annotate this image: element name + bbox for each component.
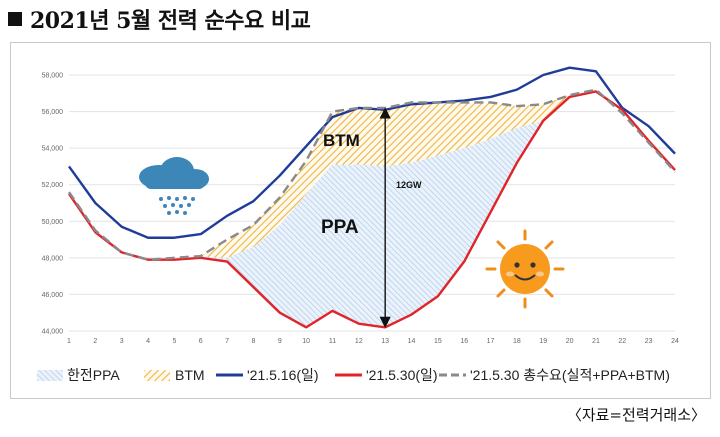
x-tick-label: 19 xyxy=(539,338,547,345)
x-tick-label: 22 xyxy=(618,338,626,345)
legend-label-0516: '21.5.16(일) xyxy=(247,367,319,383)
x-tick-label: 8 xyxy=(251,338,255,345)
source-note: 〈자료=전력거래소〉 xyxy=(566,406,706,424)
y-tick-label: 48,000 xyxy=(42,255,64,262)
chart-svg: 44,000 46,000 48,000 50,000 52,000 54,000 56,0… xyxy=(37,66,679,383)
x-tick-label: 5 xyxy=(172,338,176,345)
chart-frame: 44,000 46,000 48,000 50,000 52,000 54,000 56,0… xyxy=(10,42,711,399)
line-total-demand xyxy=(68,88,676,261)
btm-area xyxy=(200,95,570,258)
x-tick-label: 11 xyxy=(329,338,336,345)
y-tick-label: 46,000 xyxy=(42,292,64,299)
x-tick-label: 3 xyxy=(120,338,124,345)
ppa-annotation: PPA xyxy=(321,217,359,238)
axis-ticks: 44,000 46,000 48,000 50,000 52,000 54,000 56,0… xyxy=(42,73,679,346)
x-tick-label: 23 xyxy=(645,338,653,345)
y-tick-label: 44,000 xyxy=(42,329,64,336)
y-tick-label: 58,000 xyxy=(42,73,64,80)
x-tick-label: 1 xyxy=(67,338,71,345)
y-tick-label: 54,000 xyxy=(42,146,64,153)
x-tick-label: 14 xyxy=(408,338,416,345)
x-tick-label: 20 xyxy=(566,338,574,345)
x-tick-label: 18 xyxy=(513,338,521,345)
title-bullet xyxy=(8,12,22,26)
x-tick-label: 16 xyxy=(460,338,468,345)
legend-swatch-ppa xyxy=(37,370,63,381)
line-0516 xyxy=(68,66,676,239)
legend-label-btm: BTM xyxy=(175,367,205,383)
x-tick-label: 4 xyxy=(146,338,150,345)
y-tick-label: 52,000 xyxy=(42,182,64,189)
series-lines xyxy=(68,66,676,329)
chart-title-block: 2021년 5월 전력 순수요 비교 xyxy=(8,4,311,34)
x-tick-label: 2 xyxy=(93,338,97,345)
rain-cloud-icon xyxy=(139,157,209,215)
x-tick-label: 7 xyxy=(225,338,229,345)
y-tick-label: 56,000 xyxy=(42,109,64,116)
line-0530 xyxy=(68,90,676,329)
x-tick-label: 13 xyxy=(381,338,389,345)
legend: 한전PPA BTM '21.5.16(일) '21.5.30(일) '21.5.… xyxy=(37,367,670,383)
chart-title: 2021년 5월 전력 순수요 비교 xyxy=(30,8,311,34)
legend-label-0530: '21.5.30(일) xyxy=(366,367,438,383)
legend-swatch-btm xyxy=(144,370,170,381)
x-tick-label: 10 xyxy=(302,338,310,345)
sun-icon xyxy=(485,229,565,309)
y-tick-label: 50,000 xyxy=(42,219,64,226)
x-tick-label: 12 xyxy=(355,338,363,345)
x-tick-label: 15 xyxy=(434,338,442,345)
gap-annotation: 12GW xyxy=(396,180,422,190)
legend-label-total: '21.5.30 총수요(실적+PPA+BTM) xyxy=(470,367,670,383)
legend-label-ppa: 한전PPA xyxy=(67,367,120,383)
x-tick-label: 17 xyxy=(487,338,495,345)
x-tick-label: 9 xyxy=(278,338,282,345)
x-tick-label: 6 xyxy=(199,338,203,345)
btm-annotation: BTM xyxy=(323,131,360,150)
x-tick-label: 24 xyxy=(671,338,679,345)
x-tick-label: 21 xyxy=(592,338,600,345)
